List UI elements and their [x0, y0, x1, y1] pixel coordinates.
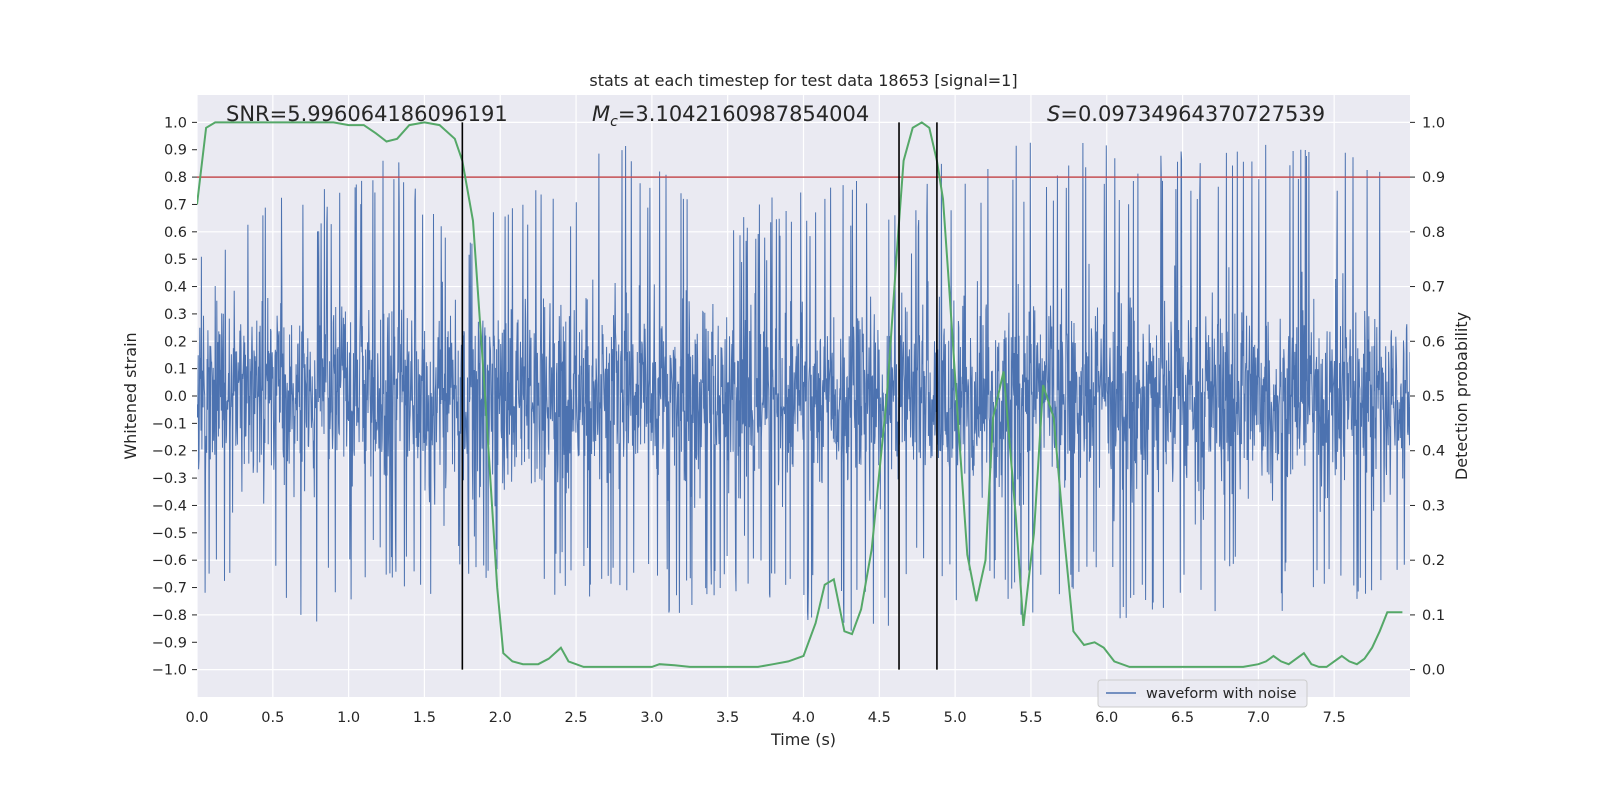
y2-tick-label: 0.1	[1422, 608, 1445, 624]
x-tick-label: 2.0	[489, 710, 512, 726]
y-tick-label: 0.9	[164, 143, 187, 159]
y-tick-label: 0.8	[164, 170, 187, 186]
y-tick-label: 0.3	[164, 307, 187, 323]
y-tick-label: 1.0	[164, 115, 187, 131]
y-tick-label: −0.7	[152, 581, 187, 597]
x-tick-label: 0.5	[261, 710, 284, 726]
y-tick-label: 0.6	[164, 225, 187, 241]
legend: waveform with noise	[1097, 679, 1308, 708]
x-tick-label: 5.0	[944, 710, 967, 726]
annotation-s: S=0.09734964370727539	[1047, 102, 1325, 126]
y2-tick-label: 0.9	[1422, 170, 1445, 186]
y-tick-label: 0.5	[164, 252, 187, 268]
y-tick-label: −1.0	[152, 663, 187, 679]
y2-tick-label: 0.3	[1422, 498, 1445, 514]
annotation-snr: SNR=5.996064186096191	[226, 102, 508, 126]
x-tick-label: 1.5	[413, 710, 436, 726]
y-tick-label: −0.1	[152, 416, 187, 432]
y-tick-label: −0.8	[152, 608, 187, 624]
y-tick-label: −0.6	[152, 553, 187, 569]
legend-label: waveform with noise	[1146, 686, 1297, 702]
y-tick-label: 0.2	[164, 334, 187, 350]
x-tick-label: 7.0	[1247, 710, 1270, 726]
annotation-chirp-mass: Mc=3.1042160987854004	[592, 102, 869, 130]
y-tick-label: 0.0	[164, 389, 187, 405]
y2-tick-label: 0.0	[1422, 663, 1445, 679]
chart-title: stats at each timestep for test data 186…	[589, 71, 1017, 90]
y-tick-label: −0.3	[152, 471, 187, 487]
x-tick-label: 5.5	[1019, 710, 1042, 726]
x-tick-label: 3.5	[716, 710, 739, 726]
annotation-chirp-mass-symbol: M	[592, 102, 610, 126]
y2-tick-label: 1.0	[1422, 115, 1445, 131]
x-tick-label: 1.0	[337, 710, 360, 726]
y-tick-label: −0.4	[152, 498, 187, 514]
y-tick-label: −0.2	[152, 444, 187, 460]
y-axis-ticks: −1.0 −0.9 −0.8 −0.7 −0.6 −0.5 −0.4 −0.3 −0.2 −0.1…	[152, 115, 197, 679]
x-tick-label: 6.5	[1171, 710, 1194, 726]
y-axis-label: Whitened strain	[121, 332, 140, 459]
x-tick-label: 6.0	[1095, 710, 1118, 726]
detection-probability-line	[197, 121, 1403, 668]
x-tick-label: 0.0	[185, 710, 208, 726]
y2-tick-label: 0.8	[1422, 225, 1445, 241]
overlay-lines	[197, 121, 1410, 670]
x-tick-label: 4.5	[868, 710, 891, 726]
y-tick-label: 0.4	[164, 280, 187, 296]
y2-axis-label: Detection probability	[1452, 312, 1471, 480]
annotation-s-value: =0.09734964370727539	[1060, 102, 1325, 126]
x-tick-label: 4.0	[792, 710, 815, 726]
x-tick-label: 2.5	[565, 710, 588, 726]
y2-tick-label: 0.7	[1422, 280, 1445, 296]
strain-series	[197, 142, 1410, 631]
y2-tick-label: 0.4	[1422, 444, 1445, 460]
y2-tick-label: 0.6	[1422, 334, 1445, 350]
strain-waveform-line	[197, 142, 1410, 631]
legend-box	[1097, 679, 1308, 708]
y-tick-label: 0.1	[164, 362, 187, 378]
annotation-chirp-mass-subscript: c	[610, 114, 618, 130]
annotation-s-symbol: S	[1047, 102, 1060, 126]
x-axis-label: Time (s)	[770, 730, 836, 749]
x-tick-label: 3.0	[640, 710, 663, 726]
y2-tick-label: 0.5	[1422, 389, 1445, 405]
x-tick-label: 7.5	[1323, 710, 1346, 726]
y2-tick-label: 0.2	[1422, 553, 1445, 569]
y-tick-label: 0.7	[164, 197, 187, 213]
y-tick-label: −0.9	[152, 635, 187, 651]
y-tick-label: −0.5	[152, 526, 187, 542]
annotation-chirp-mass-value: =3.1042160987854004	[618, 102, 869, 126]
y2-axis-ticks: 0.0 0.1 0.2 0.3 0.4 0.5 0.6 0.7 0.8 0.9 1.0	[1410, 115, 1445, 679]
x-axis-ticks: 0.0 0.5 1.0 1.5 2.0 2.5 3.0 3.5 4.0 4.5 5.0 5.5 6.0 6…	[185, 710, 1345, 726]
